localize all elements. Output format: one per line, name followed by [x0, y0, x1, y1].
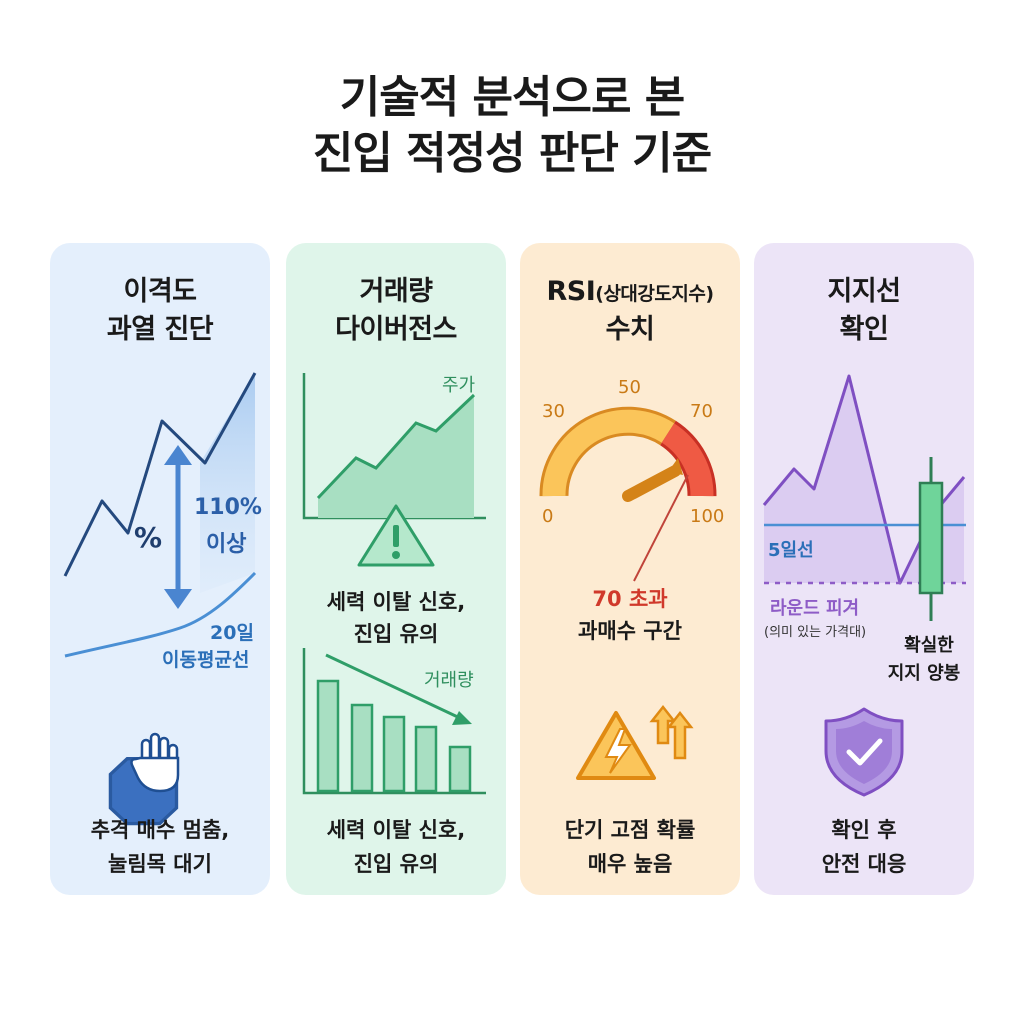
rsi-full-name: (상대강도지수) — [595, 283, 714, 305]
rsi-label: RSI — [546, 276, 596, 307]
pointer-line — [633, 474, 689, 582]
price-area — [764, 376, 964, 583]
gauge-normal-zone — [542, 409, 675, 497]
confirm-label-line2: 지지 양봉 — [887, 663, 961, 684]
percent-symbol: % — [134, 521, 163, 554]
price-line — [63, 372, 257, 577]
page-title-line1: 기술적 분석으로 본 — [339, 72, 685, 123]
gauge-tick-0: 0 — [542, 506, 554, 527]
card-footer-line1: 세력 이탈 신호, — [326, 818, 466, 842]
card-footer-line2: 안전 대응 — [821, 852, 907, 876]
volume-label: 거래량 — [424, 670, 474, 691]
card-footer-line1: 확인 후 — [831, 818, 897, 842]
card-footer-line2: 눌림목 대기 — [108, 852, 212, 876]
divergence-chart — [302, 373, 486, 795]
gap-value: 110% — [194, 495, 262, 520]
price-area — [318, 395, 474, 518]
gauge-tick-30: 30 — [542, 401, 565, 422]
gauge-overbought-zone — [661, 423, 714, 497]
rsi-gauge — [539, 406, 717, 780]
warning-line2: 진입 유의 — [353, 622, 439, 646]
up-arrows-icon — [649, 704, 694, 760]
card-title: 이격도 — [123, 276, 197, 307]
price-line — [316, 393, 476, 500]
volume-bars — [316, 679, 472, 793]
ma-label-name: 이동평균선 — [162, 649, 250, 671]
card-subtitle: 확인 — [839, 314, 889, 345]
gap-note: 이상 — [206, 532, 247, 557]
volume-trend-arrow — [325, 653, 463, 721]
round-figure-note: (의미 있는 가격대) — [764, 625, 867, 640]
price-area — [200, 373, 255, 593]
stop-hand-icon — [130, 732, 180, 793]
shield-check-icon — [824, 707, 904, 797]
moving-average-line — [64, 571, 257, 658]
card-title: RSI(상대강도지수) — [520, 273, 740, 313]
card-subtitle: 수치 — [605, 314, 655, 345]
arrow-up-head — [164, 445, 192, 465]
warning-line1: 세력 이탈 신호, — [326, 590, 466, 614]
gauge-tick-50: 50 — [618, 377, 641, 398]
card-subtitle: 다이버전스 — [335, 314, 457, 345]
disparity-chart — [63, 372, 257, 826]
volume-axes — [302, 648, 486, 795]
card-footer-line1: 단기 고점 확률 — [564, 818, 696, 842]
card-subtitle: 과열 진단 — [106, 314, 214, 345]
card-title: 거래량 — [359, 276, 433, 307]
warning-triangle-icon — [357, 504, 435, 567]
gauge-tick-100: 100 — [690, 506, 725, 527]
confirm-label-line1: 확실한 — [904, 635, 954, 656]
gauge-tick-70: 70 — [690, 401, 713, 422]
card-title: 지지선 — [827, 276, 901, 307]
page-title-line2: 진입 적정성 판단 기준 — [312, 128, 712, 179]
card-footer-line1: 추격 매수 멈춤, — [90, 818, 230, 842]
gauge-needle — [622, 458, 683, 502]
five-day-ma-label: 5일선 — [768, 540, 814, 561]
card-rsi: RSI(상대강도지수) 수치 30 50 70 0 100 70 초과 과매수 … — [520, 243, 740, 895]
overbought-zone-label: 과매수 구간 — [578, 619, 682, 643]
card-footer-line2: 매우 높음 — [587, 852, 673, 876]
bullish-candle — [918, 457, 944, 621]
round-figure-label: 라운드 피겨 — [770, 598, 860, 619]
trend-arrow-head — [452, 711, 472, 725]
card-support-line: 지지선 확인 5일선 라운드 피겨 (의미 있는 가격대) 확실한 지지 양봉 … — [754, 243, 974, 895]
card-footer-line2: 진입 유의 — [353, 852, 439, 876]
card-volume-divergence: 거래량 다이버전스 주가 세력 이탈 신호, 진입 유의 거래량 세력 이탈 신… — [286, 243, 506, 895]
lightning-warning-icon — [576, 711, 656, 780]
support-chart — [762, 374, 966, 797]
card-disparity: 이격도 과열 진단 % 110% 이상 20일 이동평균선 추격 매수 멈춤, … — [50, 243, 270, 895]
arrow-down-head — [164, 589, 192, 609]
overbought-threshold: 70 초과 — [592, 587, 668, 611]
price-label: 주가 — [442, 375, 476, 396]
ma-label-days: 20일 — [210, 622, 254, 644]
